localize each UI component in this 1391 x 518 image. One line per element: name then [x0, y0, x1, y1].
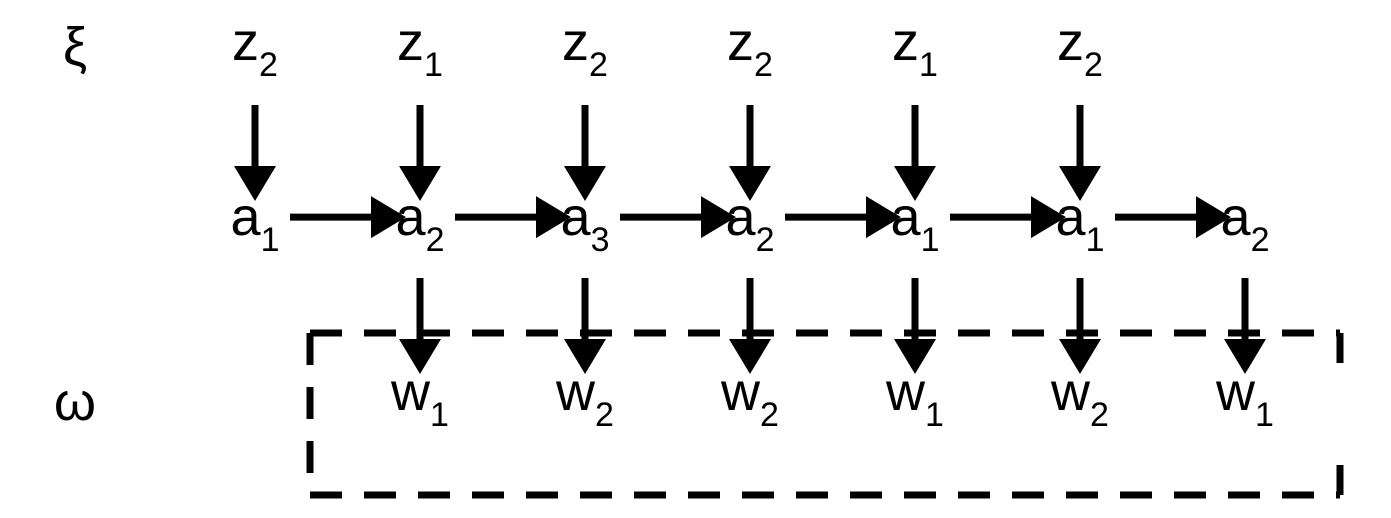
- diagram-svg: ξωz2z1z2z2z1z2a1a2a3a2a1a1a2w1w2w2w1w2w1: [0, 0, 1391, 518]
- xi-label: ξ: [63, 17, 87, 77]
- diagram-root: ξωz2z1z2z2z1z2a1a2a3a2a1a1a2w1w2w2w1w2w1: [0, 0, 1391, 518]
- background: [0, 0, 1391, 518]
- omega-label: ω: [54, 372, 96, 432]
